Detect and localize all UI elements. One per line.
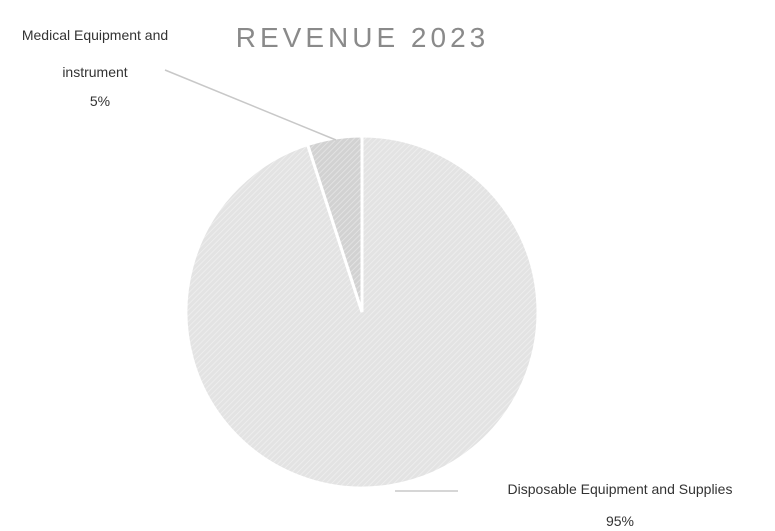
value-label: 5% (89, 93, 111, 109)
category-label: Medical Equipment and instrument (21, 27, 169, 80)
leader-line (164, 69, 337, 141)
chart-title: REVENUE 2023 (235, 22, 490, 53)
category-label: Disposable Equipment and Supplies (507, 481, 733, 497)
value-label: 95% (605, 513, 635, 529)
slice-hatch (307, 136, 362, 312)
